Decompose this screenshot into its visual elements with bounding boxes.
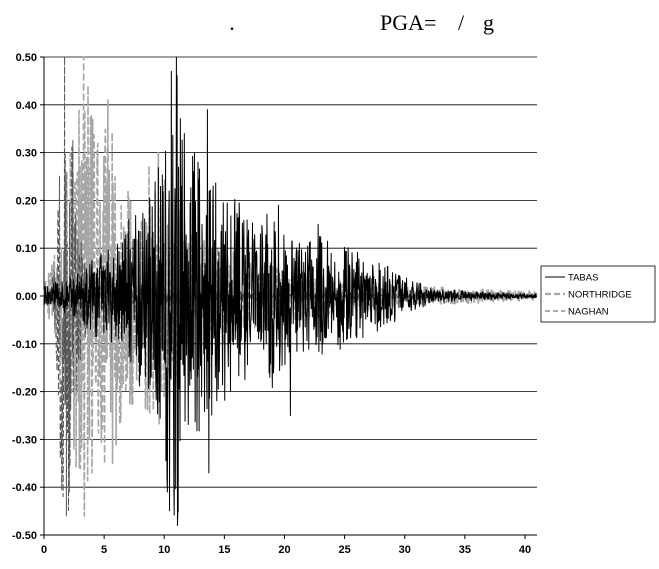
series-line-tabas [43,56,538,526]
y-tick-label: 0.40 [16,100,37,112]
x-tick-label: 20 [278,544,290,556]
y-tick-label: -0.50 [12,530,37,542]
pga-slash: / [458,10,465,35]
x-tick-label: 30 [399,544,411,556]
pga-label: PGA= [380,10,436,35]
x-tick-label: 5 [101,544,107,556]
legend-label-northridge: NORTHRIDGE [568,290,632,301]
legend-label-naghan: NAGHAN [568,307,609,318]
y-tick-label: -0.30 [12,434,37,446]
y-tick-label: 0.10 [16,243,37,255]
y-tick-label: -0.20 [12,387,37,399]
legend-label-tabas: TABAS [568,273,598,284]
x-tick-label: 0 [41,544,47,556]
chart-header: . PGA= / g [229,10,494,35]
y-tick-label: 0.00 [16,291,37,303]
header-dot: . [229,10,235,35]
y-tick-label: 0.20 [16,195,37,207]
y-tick-label: -0.10 [12,339,37,351]
legend: TABAS NORTHRIDGE NAGHAN [540,265,656,323]
x-tick-label: 25 [338,544,350,556]
x-tick-label: 40 [519,544,531,556]
series-line-northridge [43,56,538,518]
plot-area: 0.50 0.40 0.30 0.20 0.10 0.00 -0.10 -0.20 -0.30 -… [12,52,538,556]
y-tick-label: -0.40 [12,482,37,494]
x-tick-label: 15 [218,544,230,556]
x-tick-label: 35 [459,544,471,556]
y-tick-label: 0.50 [16,52,37,64]
x-tick-label: 10 [158,544,170,556]
y-tick-label: 0.30 [16,148,37,160]
pga-unit: g [483,10,494,35]
